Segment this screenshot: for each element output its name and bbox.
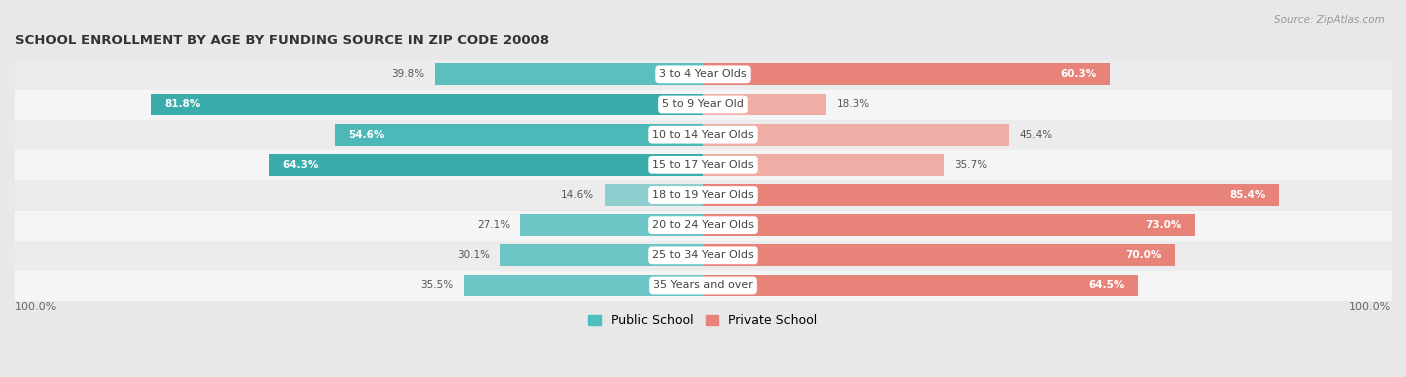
- Bar: [703, 154, 943, 176]
- Text: 39.8%: 39.8%: [391, 69, 425, 79]
- Text: 81.8%: 81.8%: [165, 100, 201, 109]
- Text: 3 to 4 Year Olds: 3 to 4 Year Olds: [659, 69, 747, 79]
- Bar: [703, 274, 1137, 296]
- Text: 100.0%: 100.0%: [1348, 302, 1391, 312]
- Bar: [335, 124, 703, 146]
- Text: 73.0%: 73.0%: [1146, 220, 1182, 230]
- Text: 30.1%: 30.1%: [457, 250, 489, 261]
- Text: 25 to 34 Year Olds: 25 to 34 Year Olds: [652, 250, 754, 261]
- Bar: [703, 214, 1195, 236]
- Text: 70.0%: 70.0%: [1125, 250, 1161, 261]
- Text: Source: ZipAtlas.com: Source: ZipAtlas.com: [1274, 15, 1385, 25]
- Text: 54.6%: 54.6%: [349, 130, 385, 139]
- Text: 27.1%: 27.1%: [477, 220, 510, 230]
- Legend: Public School, Private School: Public School, Private School: [583, 310, 823, 333]
- Bar: [15, 211, 1391, 240]
- Bar: [703, 93, 827, 115]
- Text: 35 Years and over: 35 Years and over: [652, 280, 754, 291]
- Bar: [15, 90, 1391, 119]
- Text: 18.3%: 18.3%: [837, 100, 870, 109]
- Bar: [703, 244, 1175, 266]
- Text: 100.0%: 100.0%: [15, 302, 58, 312]
- Text: 10 to 14 Year Olds: 10 to 14 Year Olds: [652, 130, 754, 139]
- Bar: [703, 124, 1010, 146]
- Bar: [434, 63, 703, 85]
- Bar: [501, 244, 703, 266]
- Text: 35.7%: 35.7%: [953, 160, 987, 170]
- Bar: [270, 154, 703, 176]
- Bar: [15, 271, 1391, 300]
- Bar: [464, 274, 703, 296]
- Bar: [15, 150, 1391, 179]
- Text: 45.4%: 45.4%: [1019, 130, 1053, 139]
- Text: 18 to 19 Year Olds: 18 to 19 Year Olds: [652, 190, 754, 200]
- Bar: [15, 120, 1391, 149]
- Bar: [152, 93, 703, 115]
- Bar: [703, 184, 1279, 206]
- Text: 35.5%: 35.5%: [420, 280, 453, 291]
- Bar: [15, 181, 1391, 210]
- Bar: [520, 214, 703, 236]
- Text: 64.3%: 64.3%: [283, 160, 319, 170]
- Text: 14.6%: 14.6%: [561, 190, 595, 200]
- Text: 60.3%: 60.3%: [1060, 69, 1097, 79]
- Bar: [15, 241, 1391, 270]
- Bar: [605, 184, 703, 206]
- Text: SCHOOL ENROLLMENT BY AGE BY FUNDING SOURCE IN ZIP CODE 20008: SCHOOL ENROLLMENT BY AGE BY FUNDING SOUR…: [15, 34, 550, 47]
- Bar: [15, 60, 1391, 89]
- Text: 64.5%: 64.5%: [1088, 280, 1125, 291]
- Text: 15 to 17 Year Olds: 15 to 17 Year Olds: [652, 160, 754, 170]
- Text: 20 to 24 Year Olds: 20 to 24 Year Olds: [652, 220, 754, 230]
- Text: 85.4%: 85.4%: [1229, 190, 1265, 200]
- Text: 5 to 9 Year Old: 5 to 9 Year Old: [662, 100, 744, 109]
- Bar: [703, 63, 1109, 85]
